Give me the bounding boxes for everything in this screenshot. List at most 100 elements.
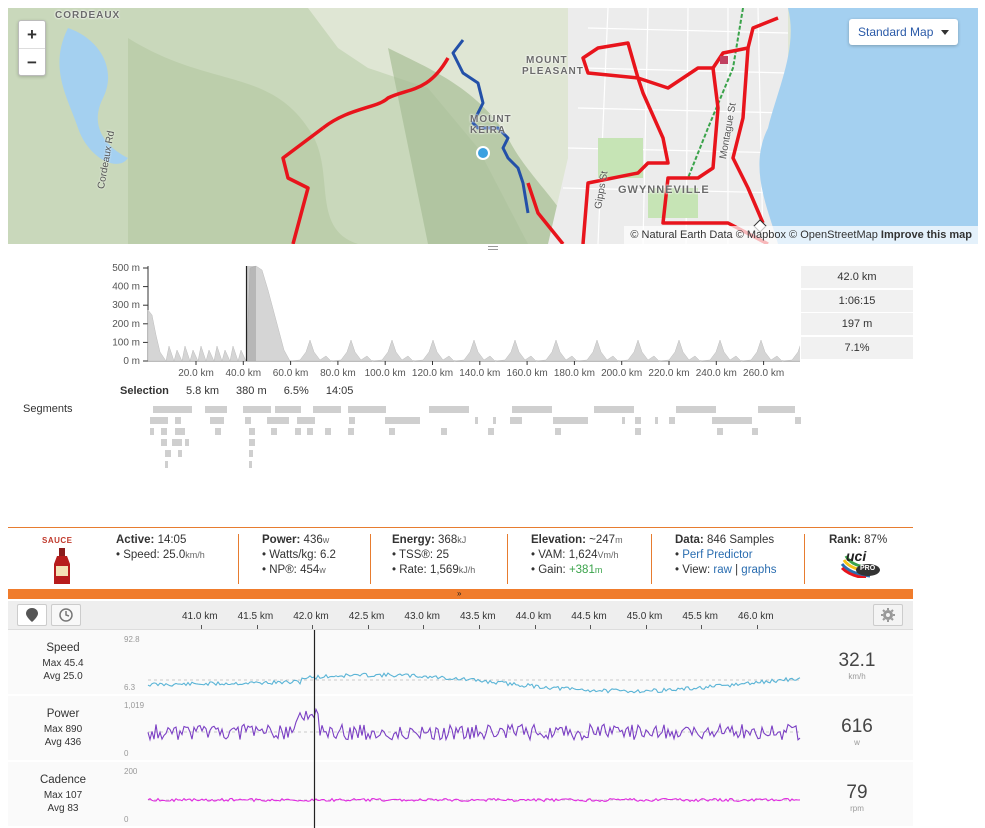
metric-label: Power Max 890 Avg 436 [8, 708, 118, 748]
segment-bar[interactable] [717, 428, 723, 435]
segment-bar[interactable] [175, 428, 185, 435]
map-label-mount-keira: MOUNT KEIRA [470, 114, 512, 136]
x-tick-label: 220.0 km [648, 368, 689, 379]
segment-bar[interactable] [161, 439, 167, 446]
segment-bar[interactable] [512, 406, 552, 413]
x-tick-label: 20.0 km [178, 368, 214, 379]
segment-bar[interactable] [150, 428, 154, 435]
time-mode-button[interactable] [51, 604, 81, 626]
segment-bar[interactable] [185, 439, 189, 446]
metric-current-value: 32.1 [838, 650, 876, 671]
segment-bar[interactable] [249, 439, 255, 446]
segment-bar[interactable] [555, 428, 561, 435]
metric-label: Speed Max 45.4 Avg 25.0 [8, 642, 118, 682]
metric-avg: Avg 436 [44, 737, 82, 748]
segment-bar[interactable] [249, 461, 252, 468]
power-unit: w [322, 535, 330, 545]
segment-bar[interactable] [655, 417, 658, 424]
segment-bar[interactable] [635, 417, 641, 424]
segment-bar[interactable] [249, 450, 253, 457]
segment-bar[interactable] [205, 406, 227, 413]
improve-map-link[interactable]: Improve this map [880, 229, 972, 241]
segment-bar[interactable] [594, 406, 634, 413]
segment-bar[interactable] [349, 417, 355, 424]
zoom-out-button[interactable]: − [19, 48, 45, 75]
route-map[interactable]: CORDEAUX MOUNT PLEASANT MOUNT KEIRA GWYN… [8, 8, 978, 244]
metric-charts[interactable]: 92.8 6.3 1,019 0 200 0 [0, 630, 985, 828]
segment-bar[interactable] [307, 428, 313, 435]
segment-bar[interactable] [795, 417, 801, 424]
segment-bar[interactable] [297, 417, 315, 424]
segment-bar[interactable] [175, 417, 181, 424]
elevation-chart[interactable]: 500 m 400 m 300 m 200 m 100 m 0 m 20.0 km 40.0… [0, 260, 800, 390]
divider [370, 534, 371, 584]
vam-unit: Vm/h [597, 550, 619, 560]
map-style-label: Standard Map [858, 25, 934, 39]
segment-bar[interactable] [493, 417, 496, 424]
segment-bar[interactable] [752, 428, 758, 435]
segment-bar[interactable] [243, 406, 271, 413]
segment-bar[interactable] [758, 406, 795, 413]
segment-bar[interactable] [249, 428, 255, 435]
energy-value: 368 [438, 534, 458, 546]
graphs-link[interactable]: graphs [741, 564, 777, 576]
segment-bar[interactable] [622, 417, 625, 424]
km-tick [423, 625, 425, 629]
segment-bar[interactable] [712, 417, 752, 424]
resize-handle-icon[interactable] [488, 246, 498, 252]
segment-bar[interactable] [172, 439, 182, 446]
segment-bar[interactable] [325, 428, 331, 435]
attribution-text[interactable]: © Natural Earth Data © Mapbox © OpenStre… [630, 229, 878, 241]
map-label-text: PLEASANT [522, 66, 584, 77]
segment-bar[interactable] [180, 406, 192, 413]
map-pin-icon [26, 608, 38, 622]
collapse-bar[interactable]: » [8, 589, 913, 599]
km-tick-label: 42.5 km [348, 611, 385, 622]
segment-bar[interactable] [271, 428, 277, 435]
segment-bar[interactable] [553, 417, 588, 424]
segment-bar[interactable] [267, 417, 289, 424]
np-value: 454 [300, 564, 320, 576]
segment-bar[interactable] [153, 406, 181, 413]
map-style-dropdown[interactable]: Standard Map [849, 19, 958, 45]
segment-bar[interactable] [178, 450, 182, 457]
elevation-profile [147, 265, 800, 362]
distance-mode-button[interactable] [17, 604, 47, 626]
segment-bar[interactable] [210, 417, 224, 424]
segment-bar[interactable] [245, 417, 251, 424]
segment-bar[interactable] [441, 428, 447, 435]
segment-bar[interactable] [150, 417, 168, 424]
segment-bar[interactable] [676, 406, 716, 413]
segment-bar[interactable] [475, 417, 478, 424]
settings-button[interactable] [873, 604, 903, 626]
segment-bar[interactable] [385, 417, 391, 424]
metric-trace [147, 707, 801, 742]
segment-bar[interactable] [348, 406, 386, 413]
segment-bar[interactable] [313, 406, 341, 413]
segment-bar[interactable] [275, 406, 301, 413]
raw-link[interactable]: raw [713, 564, 732, 576]
selection-highlight [246, 266, 256, 361]
segments-chart[interactable] [145, 402, 805, 477]
segment-bar[interactable] [215, 428, 221, 435]
segment-bar[interactable] [161, 428, 167, 435]
zoom-in-button[interactable]: + [27, 25, 37, 44]
segment-bar[interactable] [389, 428, 395, 435]
segment-bar[interactable] [165, 450, 171, 457]
segment-bar[interactable] [669, 417, 675, 424]
energy-unit: kJ [457, 535, 467, 545]
segment-bar[interactable] [165, 461, 168, 468]
metric-row [8, 762, 913, 826]
perf-predictor-link[interactable]: Perf Predictor [682, 549, 753, 561]
segment-bar[interactable] [635, 428, 641, 435]
gain-label: Gain: [538, 564, 566, 576]
segment-bar[interactable] [429, 406, 469, 413]
wkg-label: Watts/kg: [269, 549, 317, 561]
rank-label: Rank: [829, 534, 861, 546]
segment-bar[interactable] [390, 417, 420, 424]
segment-bar[interactable] [488, 428, 494, 435]
np-unit: w [319, 565, 326, 575]
segment-bar[interactable] [348, 428, 354, 435]
segment-bar[interactable] [510, 417, 522, 424]
segment-bar[interactable] [295, 428, 301, 435]
